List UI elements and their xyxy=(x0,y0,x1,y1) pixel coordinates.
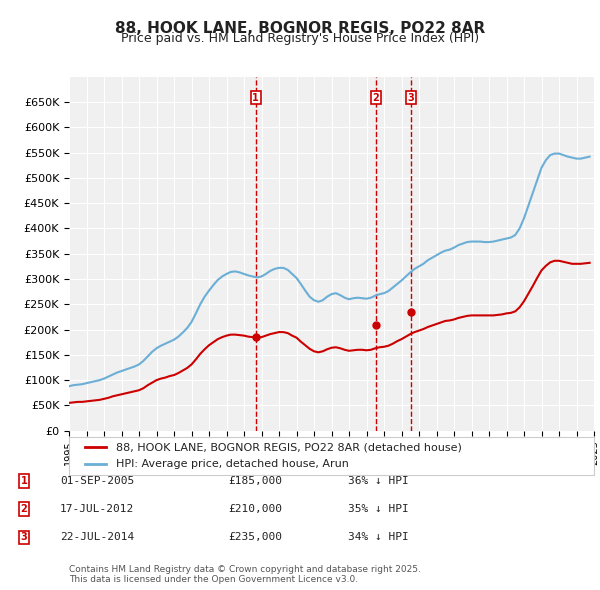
Text: 01-SEP-2005: 01-SEP-2005 xyxy=(60,476,134,486)
Text: 1: 1 xyxy=(253,93,259,103)
Text: Contains HM Land Registry data © Crown copyright and database right 2025.
This d: Contains HM Land Registry data © Crown c… xyxy=(69,565,421,584)
Text: 3: 3 xyxy=(20,533,28,542)
Text: 2: 2 xyxy=(20,504,28,514)
Text: 22-JUL-2014: 22-JUL-2014 xyxy=(60,533,134,542)
Text: 36% ↓ HPI: 36% ↓ HPI xyxy=(348,476,409,486)
Text: £210,000: £210,000 xyxy=(228,504,282,514)
Text: £235,000: £235,000 xyxy=(228,533,282,542)
Text: 34% ↓ HPI: 34% ↓ HPI xyxy=(348,533,409,542)
Text: £185,000: £185,000 xyxy=(228,476,282,486)
Text: HPI: Average price, detached house, Arun: HPI: Average price, detached house, Arun xyxy=(116,459,349,469)
Text: 88, HOOK LANE, BOGNOR REGIS, PO22 8AR (detached house): 88, HOOK LANE, BOGNOR REGIS, PO22 8AR (d… xyxy=(116,442,462,453)
Text: 17-JUL-2012: 17-JUL-2012 xyxy=(60,504,134,514)
Text: 2: 2 xyxy=(373,93,379,103)
Text: 88, HOOK LANE, BOGNOR REGIS, PO22 8AR: 88, HOOK LANE, BOGNOR REGIS, PO22 8AR xyxy=(115,21,485,35)
Text: Price paid vs. HM Land Registry's House Price Index (HPI): Price paid vs. HM Land Registry's House … xyxy=(121,32,479,45)
Text: 3: 3 xyxy=(407,93,415,103)
Text: 35% ↓ HPI: 35% ↓ HPI xyxy=(348,504,409,514)
Text: 1: 1 xyxy=(20,476,28,486)
